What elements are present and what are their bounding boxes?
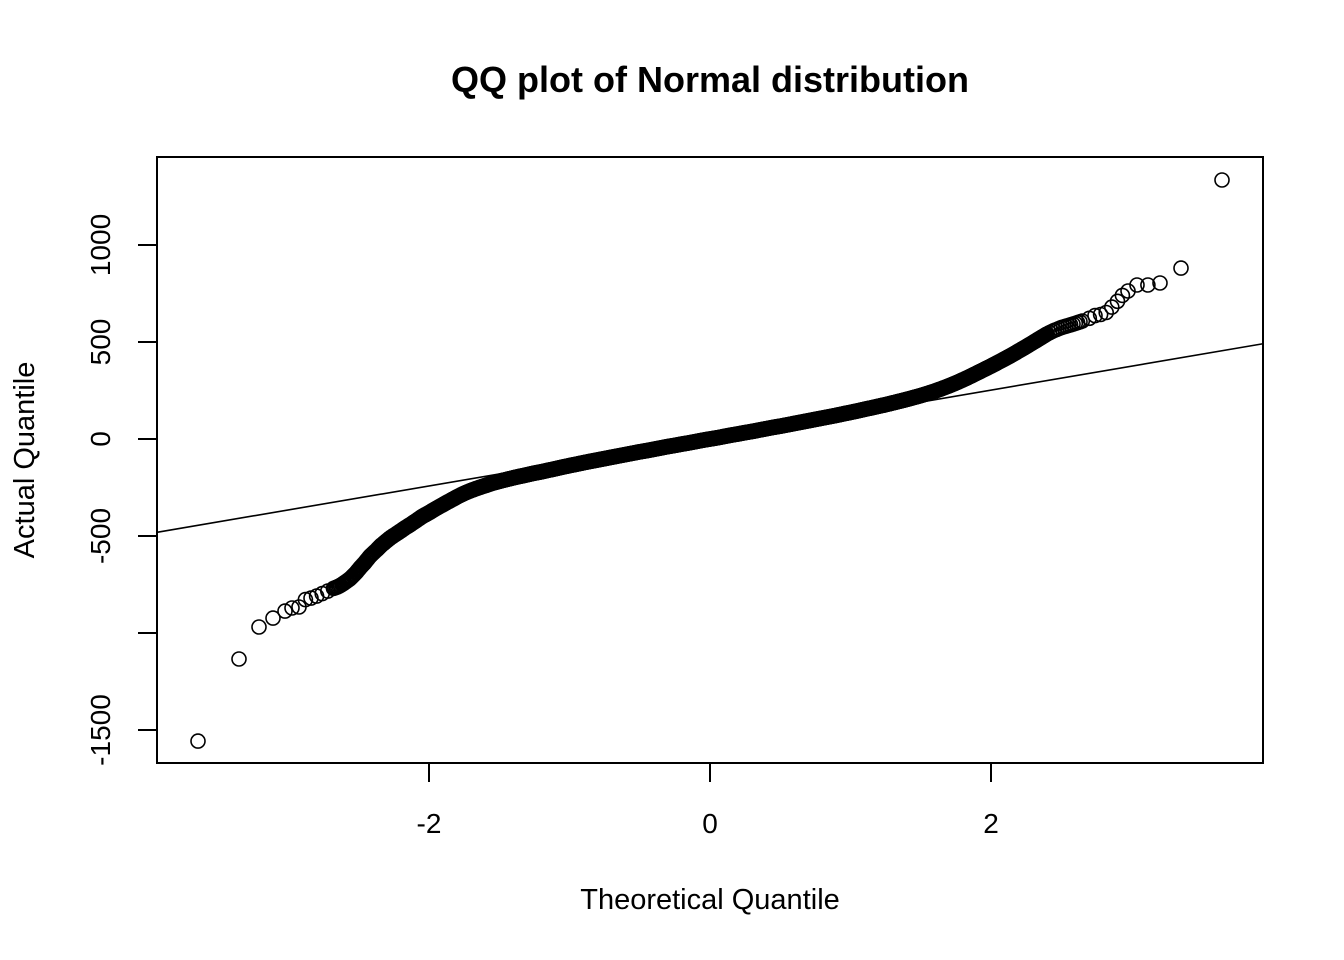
reference-line (156, 342, 1264, 534)
data-point (297, 591, 314, 608)
data-point (1087, 307, 1103, 324)
plot-frame (156, 156, 1264, 764)
x-axis-label: Theoretical Quantile (580, 884, 840, 916)
y-tick-label: 1000 (85, 214, 116, 276)
data-point (277, 603, 293, 619)
data-point (1129, 277, 1145, 293)
points-layer (190, 172, 1230, 749)
data-point (1173, 260, 1189, 276)
data-point (1152, 275, 1168, 291)
chart-title: QQ plot of Normal distribution (451, 59, 969, 100)
data-point (1104, 299, 1120, 315)
x-axis: -2 0 2 (417, 763, 999, 839)
y-axis-label: Actual Quantile (9, 362, 41, 559)
x-tick-label: -2 (417, 808, 442, 839)
data-point (1140, 277, 1156, 293)
x-tick-label: 0 (702, 808, 718, 839)
data-point (284, 600, 300, 616)
data-point (1098, 304, 1114, 321)
data-point (231, 651, 247, 667)
y-tick-label: -1500 (85, 694, 116, 766)
x-tick-label: 2 (983, 808, 999, 839)
data-point (265, 610, 281, 626)
data-point (251, 619, 267, 635)
data-point (190, 733, 206, 749)
y-tick-label: -500 (85, 508, 116, 564)
y-axis: -1500 -500 0 500 1000 (85, 214, 157, 766)
data-point (1074, 313, 1091, 329)
data-point (1214, 172, 1230, 188)
y-tick-label: 0 (85, 431, 116, 447)
data-point (1114, 287, 1131, 304)
y-tick-label: 500 (85, 319, 116, 366)
